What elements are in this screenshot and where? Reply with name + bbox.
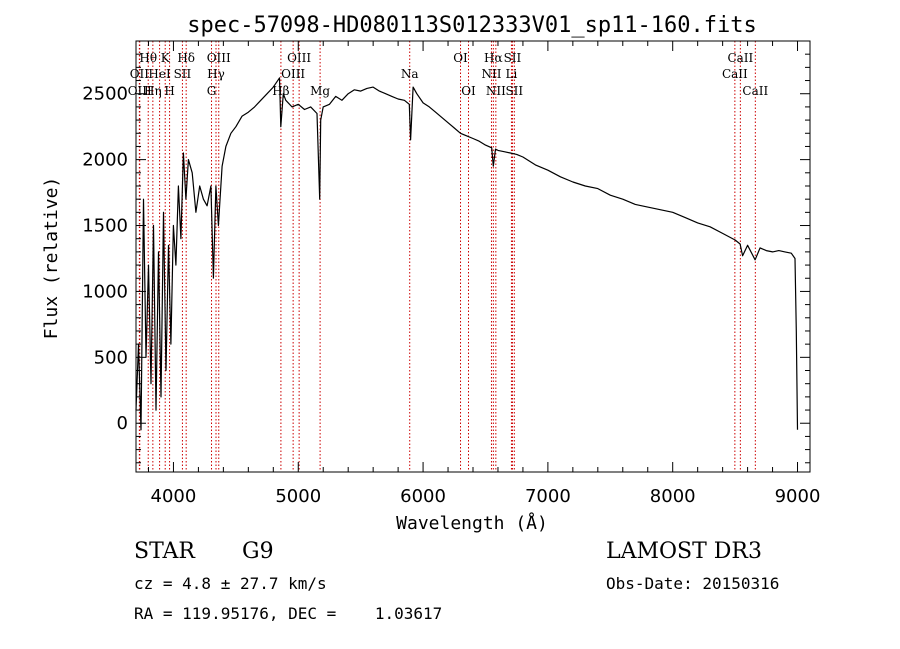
line-label-9: OIII	[207, 51, 231, 65]
line-label-6: SII	[174, 67, 192, 81]
line-label-21: NII	[481, 67, 501, 81]
line-label-25: CaII	[727, 51, 753, 65]
x-tick-label-7000: 7000	[525, 486, 571, 507]
line-label-10: Hγ	[207, 67, 225, 81]
sky-coordinates: RA = 119.95176, DEC = 1.03617	[134, 604, 443, 623]
line-label-22: Li	[506, 67, 518, 81]
spectral-line-markers	[138, 41, 756, 472]
line-label-7: H	[164, 84, 174, 98]
line-label-13: OIII	[287, 51, 311, 65]
x-tick-label-9000: 9000	[775, 486, 821, 507]
line-label-23: NII	[486, 84, 506, 98]
observation-date: Obs-Date: 20150316	[606, 574, 780, 593]
x-axis-label: Wavelength (Å)	[396, 512, 548, 534]
y-axis: 0 500 1000 1500 2000 2500	[82, 53, 810, 464]
line-label-17: OI	[453, 51, 468, 65]
plot-frame	[135, 40, 811, 473]
line-label-11: G	[207, 84, 217, 98]
y-tick-label-1500: 1500	[82, 216, 128, 237]
line-label-20: SII	[504, 51, 522, 65]
redshift-readout: cz = 4.8 ± 27.7 km/s	[134, 574, 327, 593]
line-label-15: Mg	[310, 84, 330, 98]
line-label-2: OIII	[128, 84, 152, 98]
chart-title: spec-57098-HD080113S012333V01_sp11-160.f…	[187, 13, 757, 38]
object-class: STAR	[134, 539, 195, 564]
y-tick-label-2500: 2500	[82, 84, 128, 105]
line-label-27: CaII	[742, 84, 768, 98]
line-label-1: OII	[130, 67, 150, 81]
line-label-12: Hβ	[272, 84, 289, 98]
line-label-26: CaII	[722, 67, 748, 81]
line-label-24: SII	[505, 84, 523, 98]
line-label-5: Hη	[144, 84, 162, 98]
x-tick-label-4000: 4000	[151, 486, 197, 507]
y-tick-label-0: 0	[117, 413, 128, 434]
x-axis: 4000 5000 6000 7000 8000 9000	[147, 41, 821, 507]
survey-name: LAMOST DR3	[606, 539, 762, 564]
line-label-4: HeI	[148, 67, 171, 81]
line-label-14: OIII	[281, 67, 305, 81]
y-tick-label-1000: 1000	[82, 281, 128, 302]
x-tick-label-6000: 6000	[400, 486, 446, 507]
line-label-19: Hα	[484, 51, 503, 65]
spectrum-line	[135, 77, 799, 431]
line-label-8: Hδ	[177, 51, 195, 65]
line-label-0: Hθ	[139, 51, 157, 65]
line-label-16: Na	[401, 67, 419, 81]
x-tick-label-8000: 8000	[650, 486, 696, 507]
y-axis-label: Flux (relative)	[41, 177, 62, 340]
y-tick-label-500: 500	[94, 347, 128, 368]
line-label-18: OI	[461, 84, 476, 98]
spectral-subclass: G9	[242, 539, 274, 564]
x-tick-label-5000: 5000	[275, 486, 321, 507]
y-tick-label-2000: 2000	[82, 150, 128, 171]
line-label-3: K	[161, 51, 171, 65]
